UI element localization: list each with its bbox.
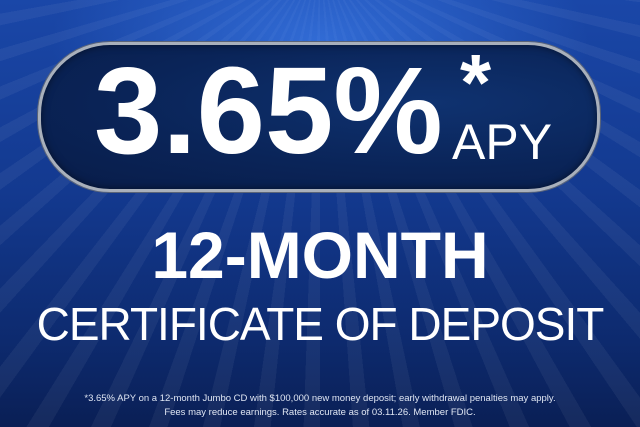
rate-pill [38,42,600,192]
apy-label: APY [452,114,553,170]
disclaimer-line-2: Fees may reduce earnings. Rates accurate… [164,407,476,418]
asterisk: * [460,38,492,127]
product-heading: CERTIFICATE OF DEPOSIT [36,298,605,350]
apy-rate: 3.65% [94,43,443,180]
term-heading: 12-MONTH [151,218,489,292]
disclaimer-line-1: *3.65% APY on a 12-month Jumbo CD with $… [84,393,556,404]
disclaimer: *3.65% APY on a 12-month Jumbo CD with $… [0,392,640,420]
